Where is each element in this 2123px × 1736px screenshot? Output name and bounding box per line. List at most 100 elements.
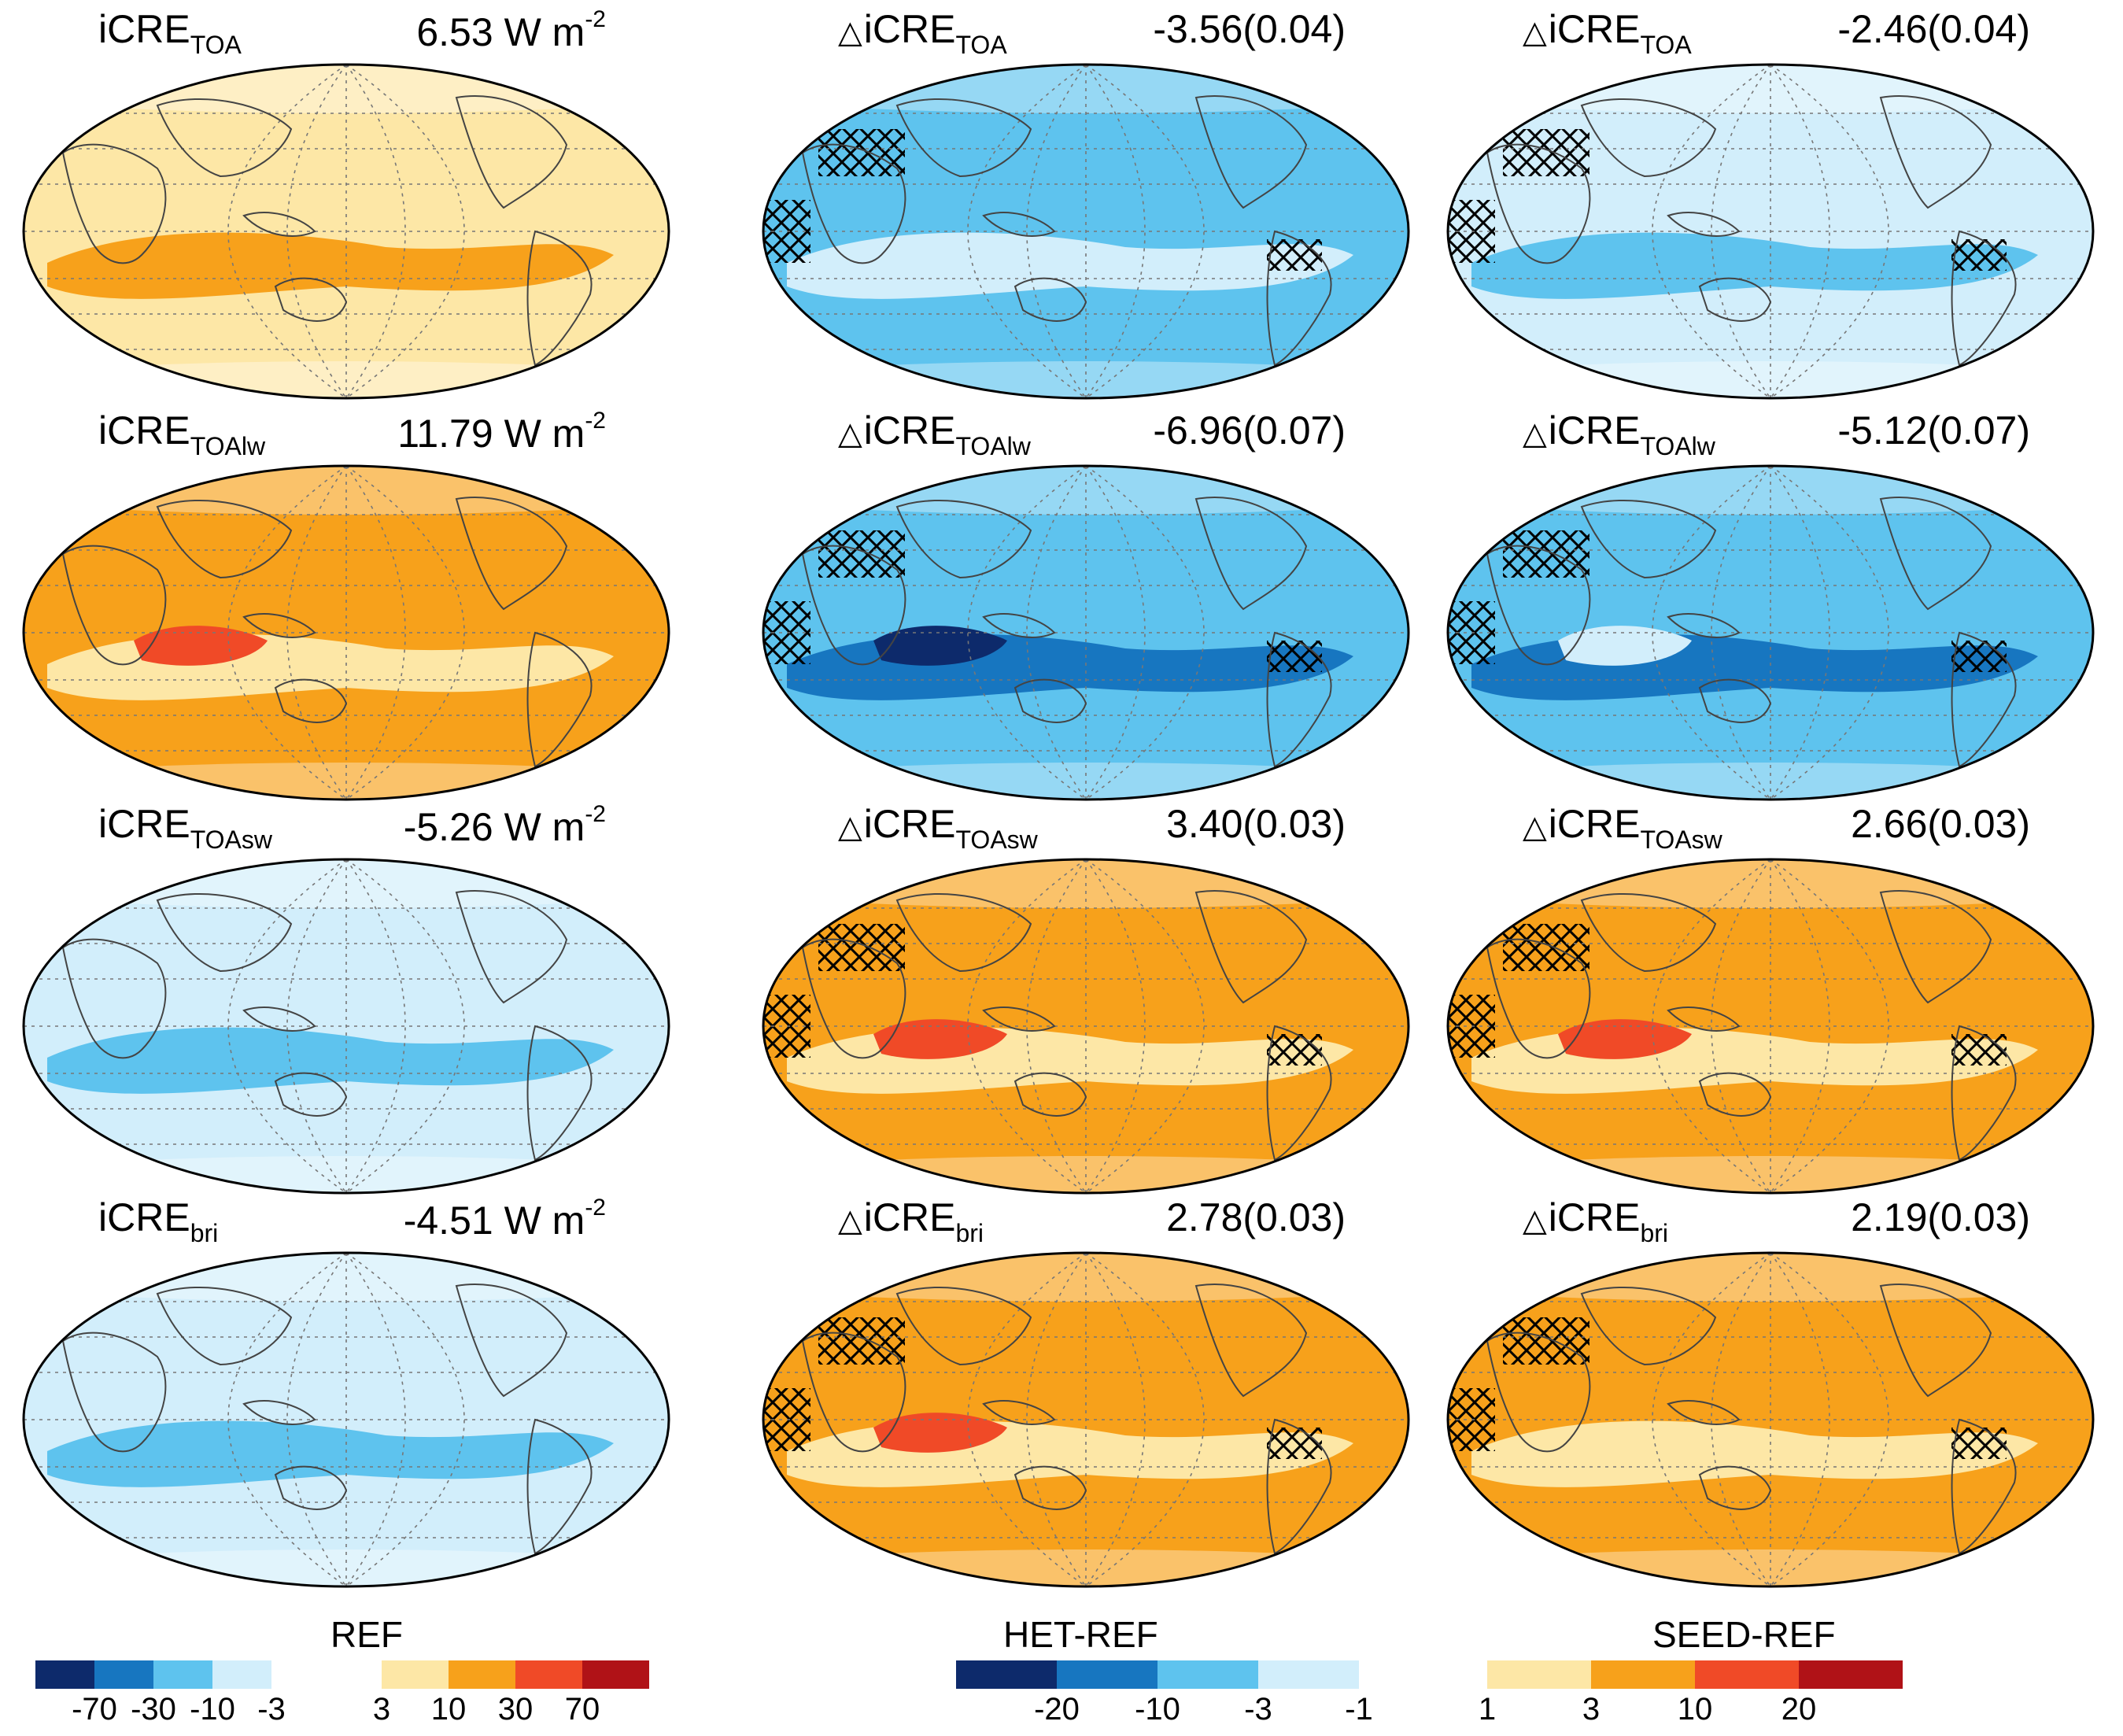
colorbar-title: SEED-REF xyxy=(1652,1614,1836,1655)
significance-hatching xyxy=(1951,1034,2007,1066)
coastlines xyxy=(61,1284,593,1555)
variable-subscript: TOAsw xyxy=(1640,826,1722,854)
value-text: 11.79 W m xyxy=(397,412,585,456)
panel-title: iCRETOAsw -5.26 W m-2 xyxy=(16,795,677,855)
coastlines xyxy=(1486,1284,2017,1555)
colorbar-title: REF xyxy=(330,1614,403,1655)
significance-hatching xyxy=(1267,1428,1322,1459)
variable-subscript: TOAlw xyxy=(190,432,266,460)
tick-label: -30 xyxy=(131,1692,176,1727)
field-contour xyxy=(787,232,1353,299)
tick-label: -1 xyxy=(1345,1692,1373,1727)
panel-value: -5.12(0.07) xyxy=(1837,408,2030,453)
variable-name: iCRE xyxy=(1548,408,1641,452)
swatch-pos-10 xyxy=(449,1660,515,1689)
significance-hatching xyxy=(818,924,905,971)
panel-value: 2.19(0.03) xyxy=(1851,1195,2030,1240)
panel-variable: iCREbri xyxy=(98,1195,218,1248)
panel-variable: △iCRETOAlw xyxy=(838,408,1031,461)
coastlines xyxy=(801,497,1332,768)
value-text: 3.40(0.03) xyxy=(1166,802,1346,846)
robinson-map xyxy=(1446,1251,2095,1588)
swatch-neg-30 xyxy=(94,1660,153,1689)
map-panel-het-toalw: △iCRETOAlw -6.96(0.07) xyxy=(755,401,1416,818)
panel-title: △iCRETOAsw 3.40(0.03) xyxy=(755,795,1416,854)
panel-title: △iCRETOA -3.56(0.04) xyxy=(755,0,1416,60)
panel-variable: iCRETOAsw xyxy=(98,801,272,855)
robinson-map xyxy=(762,858,1410,1195)
tick-label: -10 xyxy=(190,1692,235,1727)
variable-name: iCRE xyxy=(98,7,190,51)
tick-label: 3 xyxy=(372,1692,391,1727)
colorbar-ref: REF -70 -30 -10 -3 3 10 30 70 xyxy=(31,1613,661,1731)
panel-variable: △iCRETOAsw xyxy=(1523,801,1722,855)
panel-value: 2.66(0.03) xyxy=(1851,801,2030,847)
panel-variable: △iCRETOA xyxy=(838,6,1007,60)
panel-variable: iCRETOAlw xyxy=(98,408,265,461)
swatch-het-3 xyxy=(1258,1660,1359,1689)
value-text: -5.26 W m xyxy=(403,805,585,849)
coastlines xyxy=(1486,95,2017,367)
value-exponent: -2 xyxy=(585,1195,606,1221)
map-panel-seed-toalw: △iCRETOAlw -5.12(0.07) xyxy=(1440,401,2101,818)
colorbar-swatches xyxy=(1487,1660,1903,1689)
panel-title: △iCREbri 2.19(0.03) xyxy=(1440,1188,2101,1247)
map-panel-ref-bri: iCREbri -4.51 W m-2 xyxy=(16,1188,677,1605)
variable-subscript: TOAlw xyxy=(955,432,1031,460)
value-exponent: -2 xyxy=(585,6,606,32)
significance-hatching xyxy=(1503,530,1589,578)
field-contour xyxy=(873,626,1007,666)
swatch-het-20 xyxy=(1057,1660,1157,1689)
map-panel-het-bri: △iCREbri 2.78(0.03) xyxy=(755,1188,1416,1605)
tick-label: 30 xyxy=(497,1692,534,1727)
robinson-map xyxy=(762,1251,1410,1588)
value-exponent: -2 xyxy=(585,801,606,827)
coastlines xyxy=(61,497,593,768)
coastlines xyxy=(801,1284,1332,1555)
panel-title: △iCRETOAlw -6.96(0.07) xyxy=(755,401,1416,460)
significance-hatching xyxy=(1503,129,1589,176)
panel-title: △iCREbri 2.78(0.03) xyxy=(755,1188,1416,1247)
colorbar-seed: SEED-REF 1 3 10 20 xyxy=(1479,1613,1928,1731)
field-contour xyxy=(1558,626,1692,666)
panel-value: 6.53 W m-2 xyxy=(416,6,606,55)
coastlines xyxy=(801,95,1332,367)
map-panel-ref-toa: iCRETOA 6.53 W m-2 xyxy=(16,0,677,417)
colorbar-title: HET-REF xyxy=(1003,1614,1158,1655)
significance-hatching xyxy=(818,530,905,578)
delta-symbol: △ xyxy=(838,416,862,451)
panel-title: △iCRETOAlw -5.12(0.07) xyxy=(1440,401,2101,460)
panel-value: 11.79 W m-2 xyxy=(397,408,606,456)
value-text: 6.53 W m xyxy=(416,10,585,54)
variable-name: iCRE xyxy=(98,802,190,846)
map-panel-seed-toa: △iCRETOA -2.46(0.04) xyxy=(1440,0,2101,417)
robinson-map xyxy=(1446,858,2095,1195)
variable-subscript: bri xyxy=(1640,1219,1669,1247)
field-contour xyxy=(873,1413,1007,1453)
tick-label: -10 xyxy=(1135,1692,1180,1727)
robinson-map xyxy=(22,1251,670,1588)
field-contour xyxy=(1558,1019,1692,1059)
delta-symbol: △ xyxy=(1523,1203,1547,1238)
colorbar-swatches xyxy=(956,1660,1359,1689)
significance-hatching xyxy=(1267,239,1322,271)
significance-hatching xyxy=(1951,1428,2007,1459)
significance-hatching xyxy=(1951,239,2007,271)
panel-value: -2.46(0.04) xyxy=(1837,6,2030,52)
panel-variable: △iCREbri xyxy=(1523,1195,1668,1248)
variable-subscript: bri xyxy=(190,1219,219,1247)
variable-subscript: TOA xyxy=(1640,31,1692,59)
swatch-pos-30 xyxy=(515,1660,582,1689)
value-text: -4.51 W m xyxy=(403,1199,585,1243)
delta-symbol: △ xyxy=(838,1203,862,1238)
variable-name: iCRE xyxy=(863,7,956,51)
delta-symbol: △ xyxy=(838,810,862,844)
panel-value: -4.51 W m-2 xyxy=(404,1195,606,1243)
tick-label: 1 xyxy=(1478,1692,1497,1727)
value-text: -6.96(0.07) xyxy=(1153,408,1346,452)
field-contour xyxy=(1471,1420,2038,1487)
variable-subscript: TOA xyxy=(190,31,242,59)
field-contour xyxy=(47,1027,614,1094)
significance-hatching xyxy=(1503,924,1589,971)
swatch-neg-70 xyxy=(35,1660,94,1689)
